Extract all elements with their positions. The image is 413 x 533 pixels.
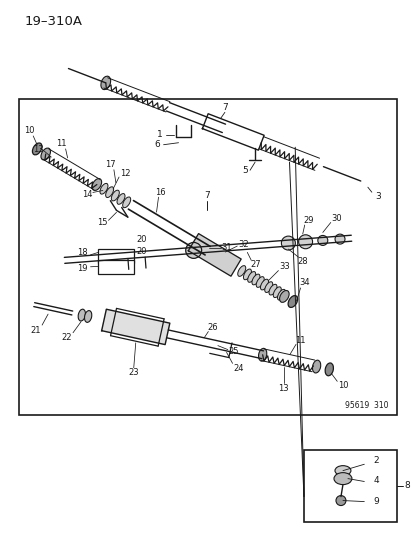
Text: 3: 3 <box>374 192 380 201</box>
Text: 11: 11 <box>56 140 67 148</box>
Ellipse shape <box>41 148 50 160</box>
Text: 1: 1 <box>157 130 162 139</box>
Circle shape <box>334 234 344 244</box>
Ellipse shape <box>334 466 350 475</box>
Text: 34: 34 <box>299 278 309 287</box>
Text: 31: 31 <box>221 243 232 252</box>
Ellipse shape <box>324 363 332 376</box>
Ellipse shape <box>100 183 108 194</box>
Text: 95619  310: 95619 310 <box>344 401 388 410</box>
Text: 26: 26 <box>206 323 217 332</box>
Ellipse shape <box>258 349 266 361</box>
Ellipse shape <box>111 190 119 201</box>
Ellipse shape <box>312 360 320 373</box>
Ellipse shape <box>255 135 266 150</box>
Text: 18: 18 <box>77 248 88 257</box>
Ellipse shape <box>32 143 42 155</box>
Circle shape <box>185 243 201 259</box>
Text: 24: 24 <box>233 364 243 373</box>
Text: 16: 16 <box>155 188 166 197</box>
Polygon shape <box>202 114 263 150</box>
Ellipse shape <box>92 179 101 190</box>
Text: 13: 13 <box>33 144 43 154</box>
Text: 7: 7 <box>204 191 209 200</box>
Text: 17: 17 <box>104 160 115 169</box>
Text: 5: 5 <box>242 166 247 175</box>
Ellipse shape <box>101 76 110 90</box>
Ellipse shape <box>273 287 280 297</box>
Bar <box>98 260 134 274</box>
Ellipse shape <box>117 193 125 204</box>
Text: 9: 9 <box>373 497 378 506</box>
Text: 32: 32 <box>237 239 248 248</box>
Circle shape <box>281 236 294 250</box>
Text: 28: 28 <box>296 256 307 265</box>
Text: 25: 25 <box>228 347 238 356</box>
Polygon shape <box>102 309 169 345</box>
Text: 12: 12 <box>119 168 130 177</box>
Bar <box>19 99 396 415</box>
Text: 19: 19 <box>77 264 88 273</box>
Ellipse shape <box>256 277 263 287</box>
Ellipse shape <box>163 100 173 114</box>
Ellipse shape <box>243 269 251 280</box>
Circle shape <box>335 496 345 505</box>
Circle shape <box>317 236 327 245</box>
Circle shape <box>178 136 188 145</box>
Polygon shape <box>188 233 241 276</box>
Ellipse shape <box>78 309 85 321</box>
Text: 2: 2 <box>373 456 378 465</box>
Bar <box>303 450 396 522</box>
Ellipse shape <box>84 311 92 322</box>
Ellipse shape <box>260 279 268 290</box>
Text: 10: 10 <box>24 126 34 135</box>
Bar <box>98 249 134 263</box>
Ellipse shape <box>311 157 322 172</box>
Text: 4: 4 <box>373 475 378 484</box>
Text: 7: 7 <box>221 103 227 112</box>
Ellipse shape <box>237 265 245 276</box>
Text: 20: 20 <box>136 235 146 244</box>
Text: 20: 20 <box>136 247 146 255</box>
Ellipse shape <box>105 187 113 198</box>
Ellipse shape <box>277 289 285 300</box>
Text: 27: 27 <box>249 260 260 269</box>
Text: 11: 11 <box>294 336 304 345</box>
Text: 6: 6 <box>154 140 160 149</box>
Text: 29: 29 <box>303 215 313 224</box>
Ellipse shape <box>264 282 272 293</box>
Text: 23: 23 <box>128 368 139 377</box>
Ellipse shape <box>122 197 131 208</box>
Text: 33: 33 <box>278 262 289 271</box>
Ellipse shape <box>279 290 288 302</box>
Text: 14: 14 <box>81 190 92 199</box>
Text: 13: 13 <box>278 384 288 393</box>
Ellipse shape <box>287 296 297 308</box>
Text: 10: 10 <box>337 381 348 390</box>
Circle shape <box>298 235 312 249</box>
Text: 22: 22 <box>62 333 72 342</box>
Ellipse shape <box>268 284 276 295</box>
Text: 21: 21 <box>31 326 41 335</box>
Text: 8: 8 <box>403 481 409 490</box>
Ellipse shape <box>333 473 351 484</box>
Ellipse shape <box>252 274 259 285</box>
Ellipse shape <box>247 272 255 282</box>
Circle shape <box>358 177 368 188</box>
Text: 19–310A: 19–310A <box>24 15 83 28</box>
Text: 15: 15 <box>97 218 107 227</box>
Text: 30: 30 <box>331 214 341 223</box>
